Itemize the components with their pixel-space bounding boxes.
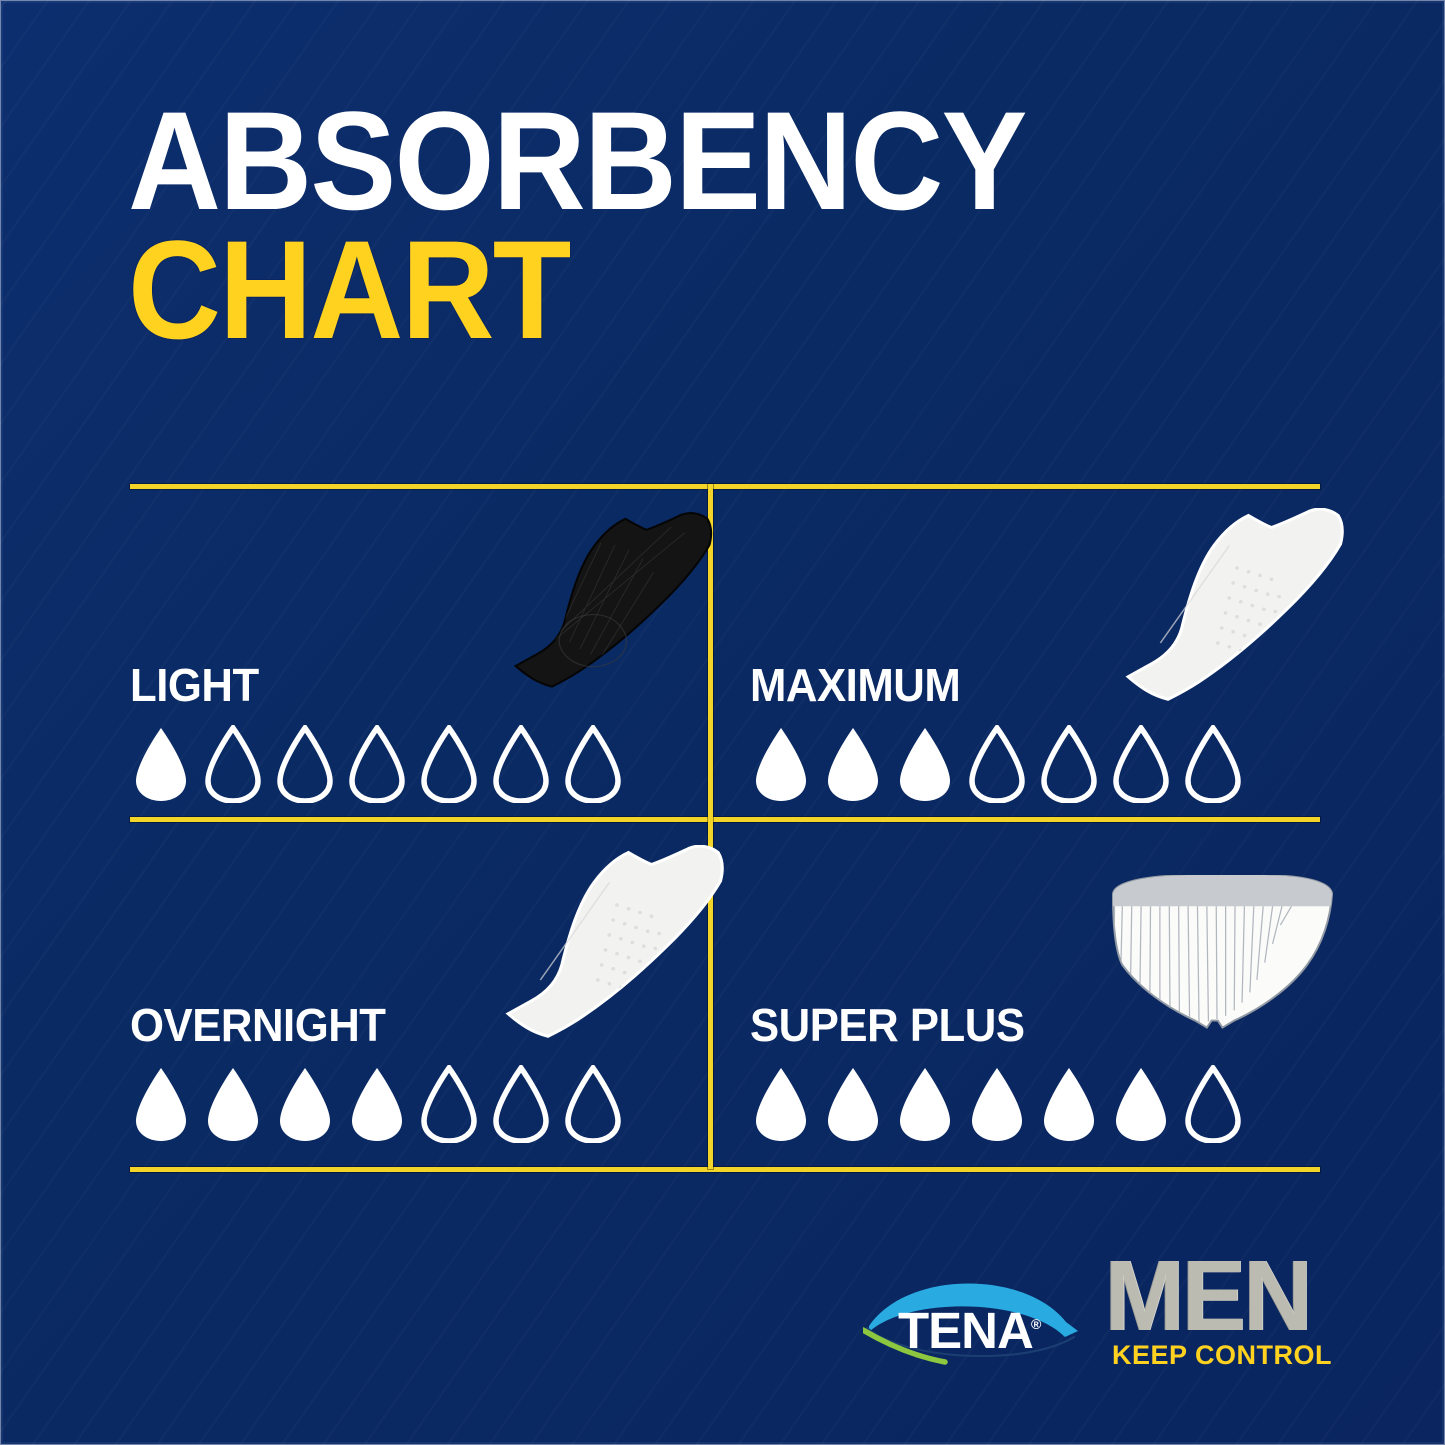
svg-text:®: ®	[1031, 1316, 1042, 1332]
svg-text:TENA: TENA	[898, 1302, 1033, 1359]
